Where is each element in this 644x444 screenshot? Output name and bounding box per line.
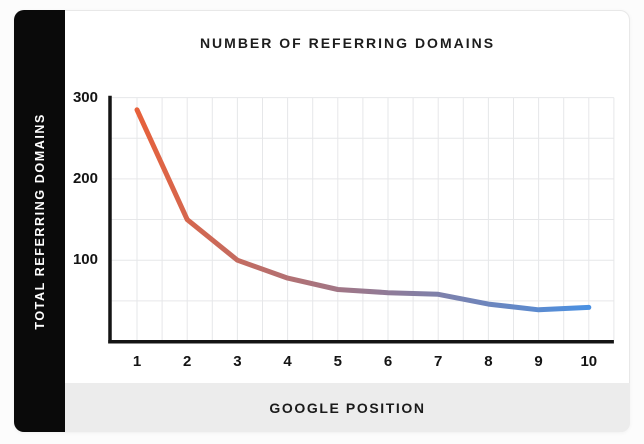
y-axis-title: TOTAL REFERRING DOMAINS — [32, 112, 47, 330]
y-tick-label: 300 — [72, 88, 98, 106]
x-tick-label: 8 — [484, 353, 493, 370]
x-tick-label: 3 — [233, 353, 242, 370]
x-axis-title-band: GOOGLE POSITION — [65, 383, 630, 432]
x-tick-label: 10 — [580, 353, 598, 370]
x-tick-label: 2 — [183, 353, 192, 370]
x-tick-label: 1 — [132, 353, 142, 370]
chart-title: NUMBER OF REFERRING DOMAINS — [199, 35, 496, 51]
x-tick-label: 7 — [434, 353, 443, 370]
x-tick-label: 5 — [333, 353, 342, 370]
x-tick-label: 9 — [534, 353, 543, 370]
y-tick-label: 200 — [72, 169, 98, 187]
x-tick-label: 6 — [383, 353, 393, 370]
y-axis-title-bar: TOTAL REFERRING DOMAINS — [14, 10, 65, 432]
x-axis-title: GOOGLE POSITION — [269, 399, 426, 416]
y-tick-label: 100 — [72, 251, 98, 269]
x-tick-label: 4 — [283, 353, 292, 370]
